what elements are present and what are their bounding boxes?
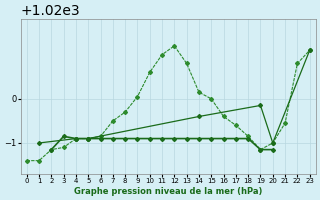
X-axis label: Graphe pression niveau de la mer (hPa): Graphe pression niveau de la mer (hPa) (74, 187, 262, 196)
